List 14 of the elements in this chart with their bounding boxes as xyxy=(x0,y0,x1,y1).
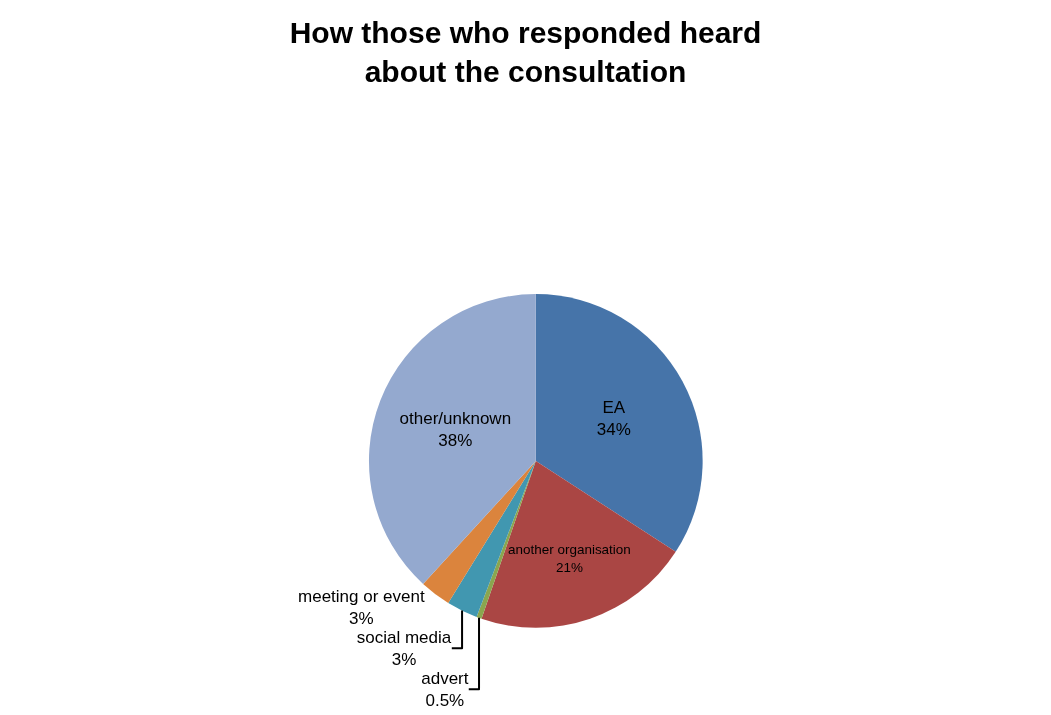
chart-title: How those who responded heard about the consultation xyxy=(289,15,762,88)
slice-label: meeting or event xyxy=(298,586,425,606)
data-label: 34% xyxy=(596,420,631,440)
slice-label: advert xyxy=(421,668,469,688)
data-label: 38% xyxy=(438,431,473,451)
slice-label: another organisation xyxy=(508,542,631,558)
slice-label: other/unknown xyxy=(399,409,512,429)
pie-slice xyxy=(481,460,676,628)
slice-label: EA xyxy=(602,398,626,418)
slice-label: social media xyxy=(356,627,452,647)
data-label: 21% xyxy=(555,559,583,575)
data-label: 0.5% xyxy=(425,690,465,710)
data-label: 3% xyxy=(349,608,374,628)
data-label: 3% xyxy=(391,649,417,669)
